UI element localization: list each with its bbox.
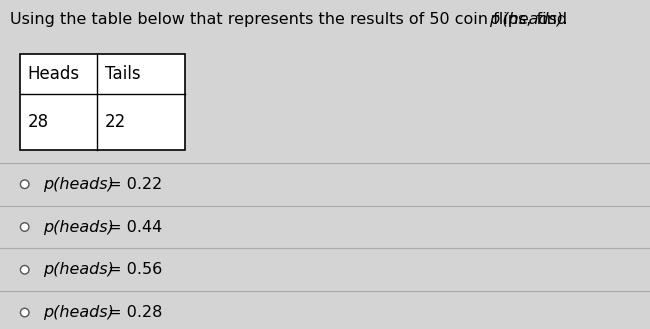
Bar <box>20 54 185 150</box>
Text: Tails: Tails <box>105 65 141 83</box>
Text: 28: 28 <box>27 113 48 131</box>
Ellipse shape <box>20 308 29 317</box>
Text: = 0.28: = 0.28 <box>103 305 162 320</box>
Ellipse shape <box>20 180 29 189</box>
Text: p(heads): p(heads) <box>43 177 114 192</box>
Text: = 0.44: = 0.44 <box>103 219 162 235</box>
Text: p (heads).: p (heads). <box>489 12 569 27</box>
Text: = 0.56: = 0.56 <box>103 262 162 277</box>
Text: p(heads): p(heads) <box>43 262 114 277</box>
Text: p(heads): p(heads) <box>43 219 114 235</box>
Text: Heads: Heads <box>27 65 79 83</box>
Ellipse shape <box>20 266 29 274</box>
Text: Using the table below that represents the results of 50 coin flips, find: Using the table below that represents th… <box>10 12 572 27</box>
Ellipse shape <box>20 223 29 231</box>
Text: = 0.22: = 0.22 <box>103 177 162 192</box>
Text: 22: 22 <box>105 113 127 131</box>
Text: p(heads): p(heads) <box>43 305 114 320</box>
